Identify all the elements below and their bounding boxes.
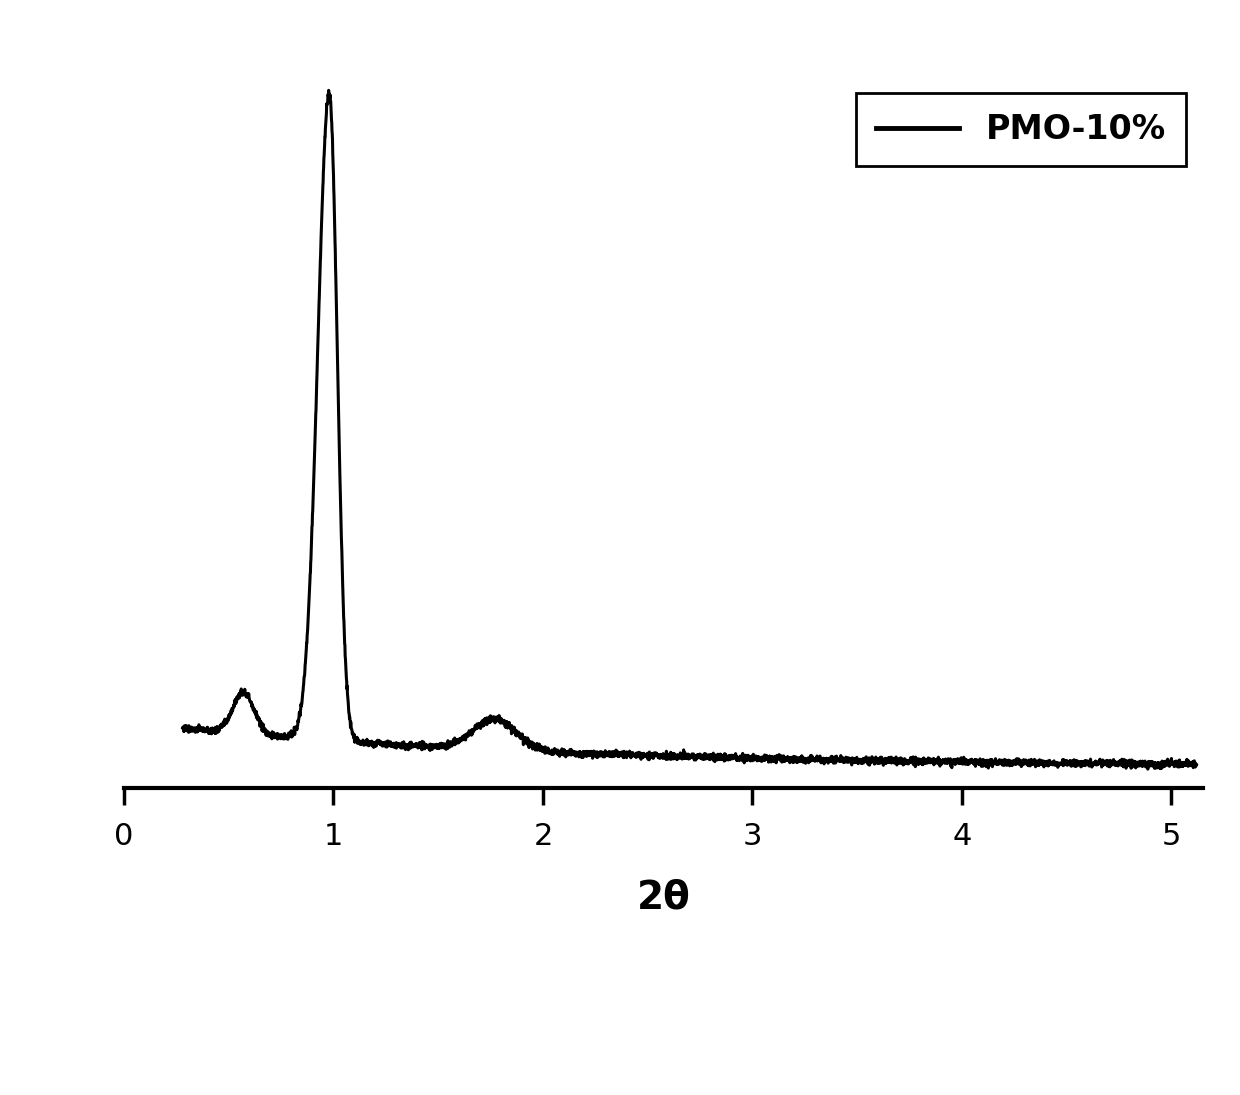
X-axis label: 2θ: 2θ (636, 878, 691, 917)
Legend: PMO-10%: PMO-10% (856, 93, 1187, 166)
